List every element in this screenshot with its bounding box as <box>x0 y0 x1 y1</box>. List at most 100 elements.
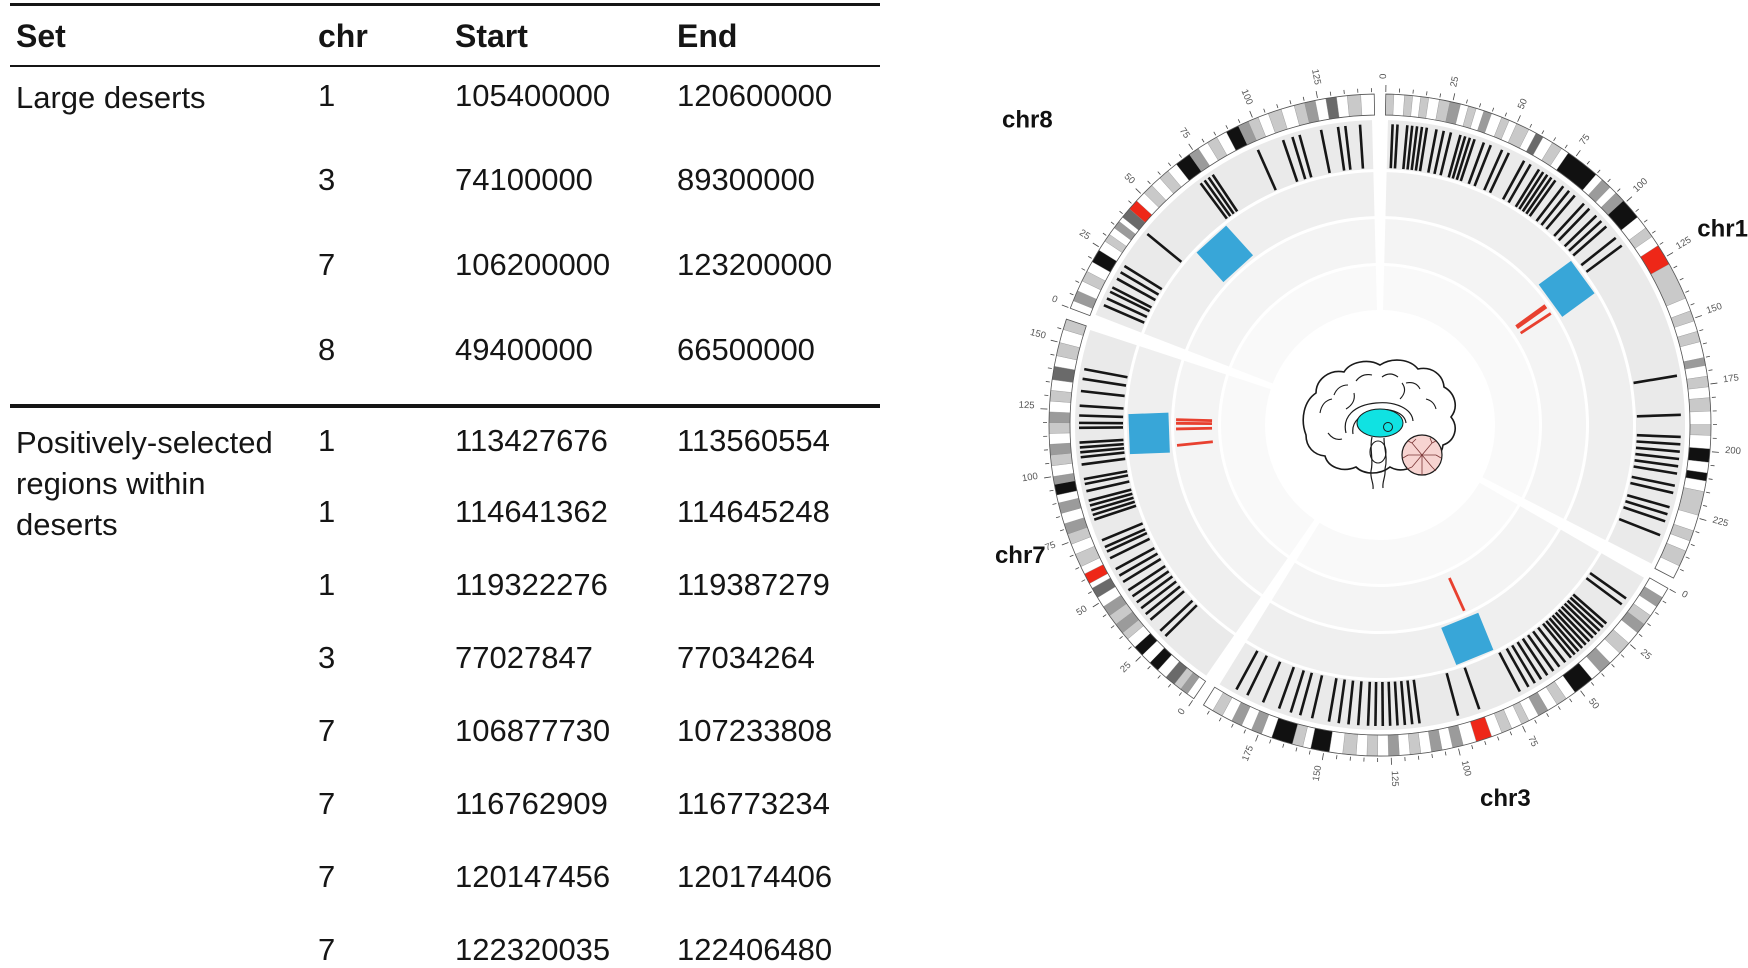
region-mark <box>1445 672 1460 717</box>
region-mark <box>1566 599 1601 632</box>
region-mark <box>1535 185 1565 222</box>
scale-tick <box>1050 353 1055 356</box>
cerebellum-arbor-lines <box>1402 437 1442 475</box>
end-cell: 113560554 <box>671 404 880 479</box>
scale-tick <box>1466 99 1468 104</box>
region-mark <box>1569 596 1604 629</box>
scale-tick <box>1699 329 1704 332</box>
scale-tick <box>1147 665 1151 670</box>
selected-region-marker <box>1176 440 1213 447</box>
region-mark <box>1563 602 1598 636</box>
circos-tracks: 0 25 50 75 100 125 150 175 200 225 chr1 0 25 50 75 100 1… <box>995 68 1748 812</box>
scale-label: 125 <box>1674 235 1693 253</box>
scale-tick <box>1128 200 1132 204</box>
scale-tick <box>1069 554 1074 558</box>
table-row: 3 77027847 77034264 <box>10 625 880 698</box>
scale-label: 100 <box>1021 471 1038 484</box>
scale-label: 150 <box>1311 765 1325 782</box>
region-mark <box>1083 469 1128 481</box>
table-row: 7 120147456 120174406 <box>10 844 880 917</box>
region-mark <box>1079 404 1124 410</box>
region-mark <box>1427 129 1438 173</box>
scale-tick <box>1569 698 1573 703</box>
region-mark <box>1088 488 1132 502</box>
region-mark <box>1505 647 1530 688</box>
region-mark <box>1319 129 1331 174</box>
chr-cell: 7 <box>318 859 336 894</box>
scale-tick <box>1167 683 1172 688</box>
scale-tick <box>1635 208 1639 212</box>
region-mark <box>1080 389 1125 398</box>
chr-cell: 1 <box>318 567 336 602</box>
scale-label: 225 <box>1711 515 1729 530</box>
scale-tick <box>1586 160 1590 165</box>
scale-tick <box>1705 355 1711 358</box>
region-mark <box>1146 233 1183 263</box>
cytoband <box>1689 424 1712 436</box>
region-mark <box>1109 537 1151 560</box>
scale-tick <box>1439 93 1442 98</box>
region-mark <box>1473 144 1492 187</box>
cytoband <box>1347 94 1363 117</box>
scale-tick <box>1081 579 1086 582</box>
scale-tick <box>1673 265 1678 269</box>
start-cell: 77027847 <box>455 640 593 675</box>
scale-label: 75 <box>1044 540 1058 554</box>
region-mark <box>1585 244 1623 273</box>
scale-tick <box>1679 277 1684 281</box>
chromosome-outline <box>1202 577 1669 757</box>
region-mark <box>1545 194 1576 230</box>
region-mark <box>1406 125 1414 170</box>
scale-tick <box>1601 673 1605 677</box>
region-mark <box>1410 126 1419 171</box>
region-mark <box>1093 504 1137 521</box>
scale-tick <box>1075 280 1080 283</box>
region-mark <box>1455 137 1472 181</box>
region-mark <box>1336 126 1346 171</box>
region-mark <box>1511 644 1536 684</box>
end-cell: 89300000 <box>677 162 815 197</box>
region-mark <box>1079 442 1124 449</box>
region-mark <box>1090 496 1134 512</box>
scale-label: 75 <box>1177 126 1192 141</box>
scale-tick <box>1045 381 1050 383</box>
region-mark <box>1393 681 1399 726</box>
region-mark <box>1149 590 1185 621</box>
region-mark <box>1498 651 1521 693</box>
region-mark <box>1525 176 1553 215</box>
scale-tick <box>1685 290 1690 293</box>
scale-tick <box>1336 755 1338 760</box>
scale-tick <box>1504 112 1507 117</box>
scale-tick <box>1708 369 1713 371</box>
scale-tick <box>1597 169 1601 174</box>
scale-tick <box>1638 633 1643 638</box>
scale-tick <box>1308 750 1311 755</box>
end-cell: 119387279 <box>677 567 830 602</box>
scale-tick <box>1178 692 1182 696</box>
region-mark <box>1459 138 1476 182</box>
brain-illustration <box>1302 359 1456 490</box>
scale-tick <box>1557 706 1561 710</box>
region-mark <box>1203 179 1232 217</box>
scale-tick <box>1708 478 1713 480</box>
selected-region-marker <box>1176 418 1213 423</box>
chr-cell: 7 <box>318 713 336 748</box>
region-mark <box>1207 176 1235 215</box>
cytoband <box>1049 442 1072 456</box>
track-ring <box>1246 529 1599 679</box>
chr-cell: 7 <box>318 247 336 282</box>
start-cell: 119322276 <box>455 567 608 602</box>
selected-region-marker <box>1516 305 1548 329</box>
region-mark <box>1310 675 1324 719</box>
regions-table-panel: Set chr Start End Large deserts 1 105400000 12… <box>10 3 880 968</box>
scale-tick <box>1147 180 1151 185</box>
region-mark <box>1433 130 1446 175</box>
scale-tick <box>1243 729 1246 734</box>
end-cell: 122406480 <box>677 932 833 967</box>
region-mark <box>1086 480 1130 493</box>
chromosome-outline <box>1069 93 1375 317</box>
scale-tick <box>1206 710 1210 715</box>
region-mark <box>1451 135 1467 179</box>
start-cell: 49400000 <box>455 332 593 367</box>
scale-tick <box>1695 531 1700 534</box>
